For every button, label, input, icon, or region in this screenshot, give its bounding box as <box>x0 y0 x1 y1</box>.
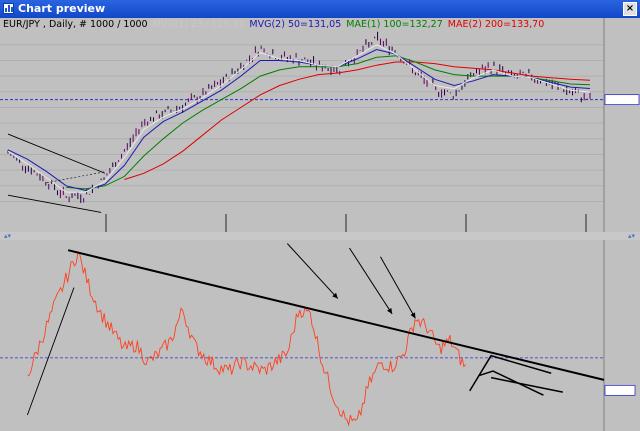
splitter-handle-icon: ▴▾ <box>628 232 636 240</box>
last-price-badge <box>604 94 640 106</box>
legend-entry: EUR/JPY , Daily, # 1000 / 1000 <box>3 19 148 30</box>
chart-area[interactable]: EUR/JPY , Daily, # 1000 / 1000 MVG(1) 23=… <box>0 18 640 431</box>
mae200-line <box>124 61 591 180</box>
annotation-arrowhead <box>410 312 416 319</box>
trendline-t2-lower <box>7 194 102 213</box>
projection-path-lower <box>490 376 563 393</box>
annotation-arrowhead <box>386 307 393 314</box>
projection-path-upper <box>469 354 552 392</box>
legend-entry: MVG(1) 23=129,93 <box>153 19 245 30</box>
price-panel: EUR/JPY , Daily, # 1000 / 1000 MVG(1) 23=… <box>0 18 640 232</box>
title-bar[interactable]: Chart preview × <box>0 0 640 18</box>
trendline-guide <box>46 171 106 183</box>
projection-path-middle <box>479 370 544 396</box>
mvg23-line <box>7 44 591 193</box>
legend-entry: MAE(1) 100=132,27 <box>346 19 443 30</box>
window-title: Chart preview <box>18 2 106 15</box>
splitter-handle-icon: ▴▾ <box>4 232 12 240</box>
legend-entry: MAE(2) 200=133,70 <box>448 19 545 30</box>
legend-entry: MVG(2) 50=131,05 <box>249 19 341 30</box>
support-trendline-t2 <box>26 287 75 416</box>
mae100-line <box>66 55 591 190</box>
annotation-arrow <box>349 247 393 315</box>
dpo-panel: ▴▾ ▴▾ <box>0 232 636 431</box>
annotation-arrow <box>380 256 416 319</box>
chart-app-icon <box>3 3 14 14</box>
panel-separator[interactable] <box>0 232 640 240</box>
close-button[interactable]: × <box>623 2 637 16</box>
trendline-t1-upper <box>7 133 106 174</box>
mvg50-line <box>7 48 591 192</box>
resistance-trendline-t1 <box>67 249 605 381</box>
dpo-last-badge <box>604 384 636 396</box>
annotation-arrow <box>286 243 339 299</box>
dpo-series-line <box>27 250 466 427</box>
annotation-arrowhead <box>332 292 338 299</box>
